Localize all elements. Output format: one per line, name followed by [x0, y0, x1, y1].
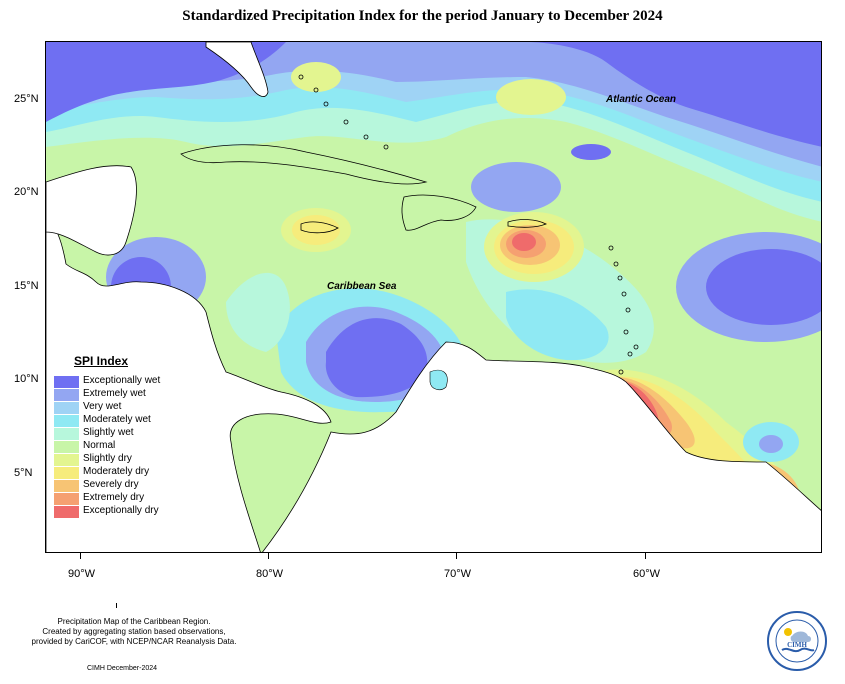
- y-tick-15n: 15°N: [14, 280, 39, 292]
- x-tickmark-90w: [80, 553, 81, 559]
- credit-text: CIMH December-2024: [87, 665, 158, 672]
- legend-label: Slightly dry: [83, 453, 132, 464]
- legend-label: Normal: [83, 440, 116, 451]
- legend-label: Moderately dry: [83, 466, 150, 477]
- footnote-line: Created by aggregating station based obs…: [42, 627, 226, 636]
- legend-swatch: [54, 389, 79, 401]
- legend-item: Moderately dry: [54, 466, 254, 479]
- caribbean-sea-label: Caribbean Sea: [327, 281, 397, 292]
- legend-swatch: [54, 480, 79, 492]
- y-tick-10n: 10°N: [14, 373, 39, 385]
- legend-item: Slightly wet: [54, 427, 254, 440]
- x-tick-90w: 90°W: [68, 568, 96, 580]
- legend-item: Very wet: [54, 401, 254, 414]
- footnote-mark: [116, 603, 117, 608]
- legend-swatch: [54, 428, 79, 440]
- legend-label: Severely dry: [83, 479, 139, 490]
- x-tick-70w: 70°W: [444, 568, 472, 580]
- legend-item: Severely dry: [54, 479, 254, 492]
- footnote: Precipitation Map of the Caribbean Regio…: [18, 617, 250, 647]
- atlantic-ocean-label: Atlantic Ocean: [606, 94, 677, 105]
- legend-swatch: [54, 402, 79, 414]
- legend-swatch: [54, 376, 79, 388]
- x-tickmark-60w: [645, 553, 646, 559]
- legend-swatch: [54, 415, 79, 427]
- legend-item: Extremely wet: [54, 388, 254, 401]
- legend-label: Extremely wet: [83, 388, 146, 399]
- legend-swatch: [54, 493, 79, 505]
- legend-item: Slightly dry: [54, 453, 254, 466]
- legend-swatch: [54, 467, 79, 479]
- legend-swatch: [54, 454, 79, 466]
- x-tick-80w: 80°W: [256, 568, 284, 580]
- legend-title: SPI Index: [74, 354, 129, 368]
- map-title: Standardized Precipitation Index for the…: [182, 8, 663, 24]
- legend-label: Moderately wet: [83, 414, 151, 425]
- y-tick-20n: 20°N: [14, 186, 39, 198]
- legend-item: Exceptionally dry: [54, 505, 254, 518]
- legend-label: Very wet: [83, 401, 122, 412]
- footnote-line: provided by CariCOF, with NCEP/NCAR Rean…: [31, 637, 237, 646]
- legend-item: Normal: [54, 440, 254, 453]
- logo-text: CIMH: [787, 641, 807, 649]
- legend-label: Slightly wet: [83, 427, 134, 438]
- y-tick-25n: 25°N: [14, 93, 39, 105]
- spi-map: [45, 41, 822, 553]
- legend-item: Moderately wet: [54, 414, 254, 427]
- x-tickmark-70w: [456, 553, 457, 559]
- legend-label: Exceptionally dry: [83, 505, 159, 516]
- footnote-line: Precipitation Map of the Caribbean Regio…: [57, 617, 211, 626]
- y-tick-5n: 5°N: [14, 467, 33, 479]
- legend-item: Extremely dry: [54, 492, 254, 505]
- legend-item: Exceptionally wet: [54, 375, 254, 388]
- legend-swatch: [54, 441, 79, 453]
- legend-label: Exceptionally wet: [83, 375, 161, 386]
- x-tick-60w: 60°W: [633, 568, 661, 580]
- legend-label: Extremely dry: [83, 492, 145, 503]
- cimh-logo: CIMH: [766, 610, 828, 672]
- legend-swatch: [54, 506, 79, 518]
- x-tickmark-80w: [268, 553, 269, 559]
